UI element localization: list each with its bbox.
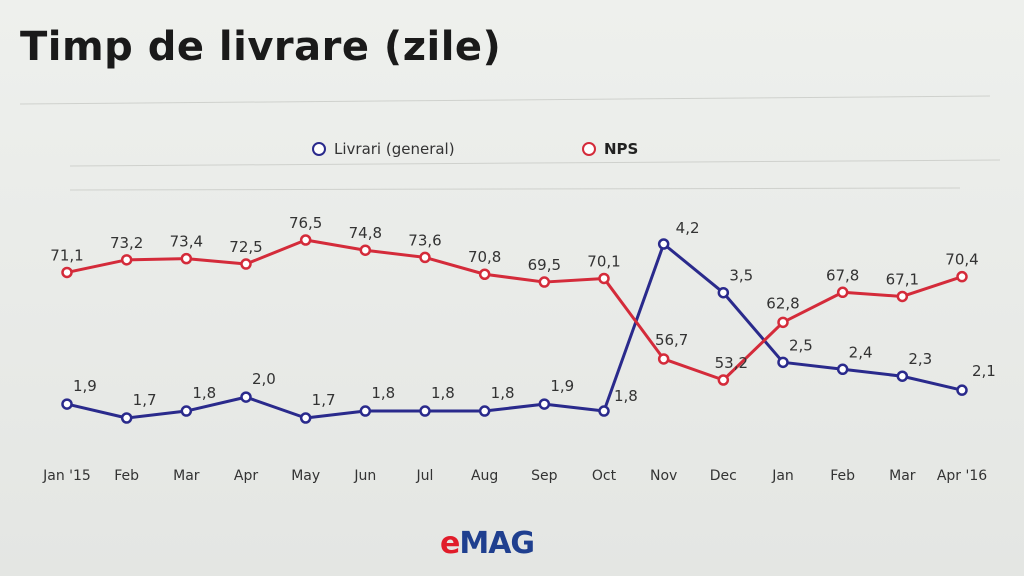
data-point	[180, 405, 193, 417]
data-label: 2,0	[252, 370, 276, 388]
data-point	[180, 252, 193, 265]
data-point	[120, 412, 133, 424]
x-axis-labels: Jan '15 Feb Mar Apr May Jun Jul Aug Sep Oct Nov Dec…	[42, 468, 987, 484]
x-tick-label: Aug	[471, 468, 498, 484]
data-point	[777, 356, 789, 369]
x-tick-label: Nov	[650, 468, 677, 484]
data-label: 1,9	[73, 377, 97, 395]
data-label: 1,8	[491, 384, 515, 402]
data-point	[717, 374, 730, 386]
data-label: 70,8	[468, 248, 501, 266]
data-label: 2,4	[849, 343, 873, 361]
x-tick-label: Jan	[771, 468, 794, 484]
series-line-1	[66, 238, 963, 382]
data-label: 2,3	[908, 350, 932, 368]
data-point	[299, 234, 312, 246]
legend-label-livrari: Livrari (general)	[334, 140, 455, 158]
data-label: 69,5	[528, 256, 561, 274]
data-point	[538, 398, 551, 410]
data-label: 1,7	[312, 391, 336, 409]
data-label: 56,7	[655, 331, 688, 349]
data-label: 72,5	[229, 238, 262, 256]
legend-marker-livrari	[312, 142, 326, 156]
divider-legend-top	[69, 159, 1001, 167]
data-point	[419, 251, 431, 264]
data-label: 70,4	[945, 251, 978, 269]
x-tick-label: May	[291, 468, 320, 484]
data-point	[717, 286, 730, 299]
data-label: 1,8	[192, 384, 216, 402]
data-label: 71,1	[50, 246, 83, 264]
data-point	[896, 370, 909, 382]
data-point	[956, 384, 968, 396]
x-tick-label: Apr	[234, 468, 258, 484]
data-label: 4,2	[676, 219, 700, 237]
legend-item-nps: NPS	[582, 140, 638, 158]
data-point	[598, 405, 610, 417]
x-tick-label: Jan '15	[42, 468, 91, 484]
x-tick-label: Jun	[353, 468, 376, 484]
x-tick-label: Feb	[830, 468, 855, 484]
x-tick-label: Feb	[114, 468, 139, 484]
series-group: 1,9 1,7 1,8 2,0 1,7 1,8 1,8 1,8 1,9 1,8 4,2 3,5 2,5 2…	[50, 214, 996, 424]
x-tick-label: Apr '16	[937, 468, 987, 484]
data-label: 67,1	[886, 270, 919, 288]
page-title: Timp de livrare (zile)	[20, 24, 502, 70]
data-point	[896, 290, 909, 303]
data-label: 73,2	[110, 234, 143, 252]
data-label: 62,8	[766, 294, 799, 312]
data-point	[478, 405, 491, 417]
divider-legend-bottom	[69, 187, 961, 191]
x-tick-label: Jul	[416, 468, 434, 484]
x-tick-label: Sep	[531, 468, 558, 484]
data-point	[598, 272, 610, 285]
data-point	[956, 270, 968, 283]
logo-mag: MAG	[459, 526, 535, 561]
data-label: 2,5	[789, 336, 813, 354]
data-point	[836, 363, 849, 376]
x-tick-label: Mar	[173, 468, 200, 484]
data-point	[657, 353, 670, 365]
data-label: 76,5	[289, 214, 322, 232]
data-point	[836, 286, 849, 299]
data-label: 2,1	[972, 362, 996, 380]
data-point	[120, 254, 133, 266]
data-point	[359, 244, 372, 256]
data-point	[419, 405, 431, 417]
data-label: 70,1	[587, 252, 620, 270]
data-point	[538, 276, 551, 288]
data-point	[61, 398, 73, 410]
logo-e: e	[440, 526, 460, 561]
x-tick-label: Mar	[889, 468, 916, 484]
divider-top	[19, 95, 991, 105]
legend-item-livrari: Livrari (general)	[312, 140, 455, 158]
data-point	[240, 391, 252, 403]
emag-logo: eMAG	[440, 526, 535, 561]
data-point	[299, 412, 312, 424]
series-line-0	[66, 242, 963, 420]
data-label: 1,8	[431, 384, 455, 402]
legend-label-nps: NPS	[604, 140, 639, 158]
data-point	[777, 316, 789, 329]
data-label: 74,8	[349, 224, 382, 242]
data-point	[478, 268, 491, 280]
data-point	[61, 266, 73, 279]
data-point	[359, 405, 372, 417]
data-label: 73,6	[408, 231, 441, 249]
x-tick-label: Oct	[592, 468, 617, 484]
data-label: 3,5	[729, 267, 753, 285]
data-label: 1,9	[550, 377, 574, 395]
data-label: 1,7	[133, 391, 157, 409]
data-label: 1,8	[614, 387, 638, 405]
x-tick-label: Dec	[710, 468, 737, 484]
legend-marker-nps	[582, 142, 596, 156]
data-label: 67,8	[826, 266, 859, 284]
data-point	[240, 258, 252, 270]
data-point	[657, 238, 670, 250]
data-label: 53,2	[715, 354, 748, 372]
data-label: 73,4	[170, 233, 203, 251]
data-label: 1,8	[371, 384, 395, 402]
